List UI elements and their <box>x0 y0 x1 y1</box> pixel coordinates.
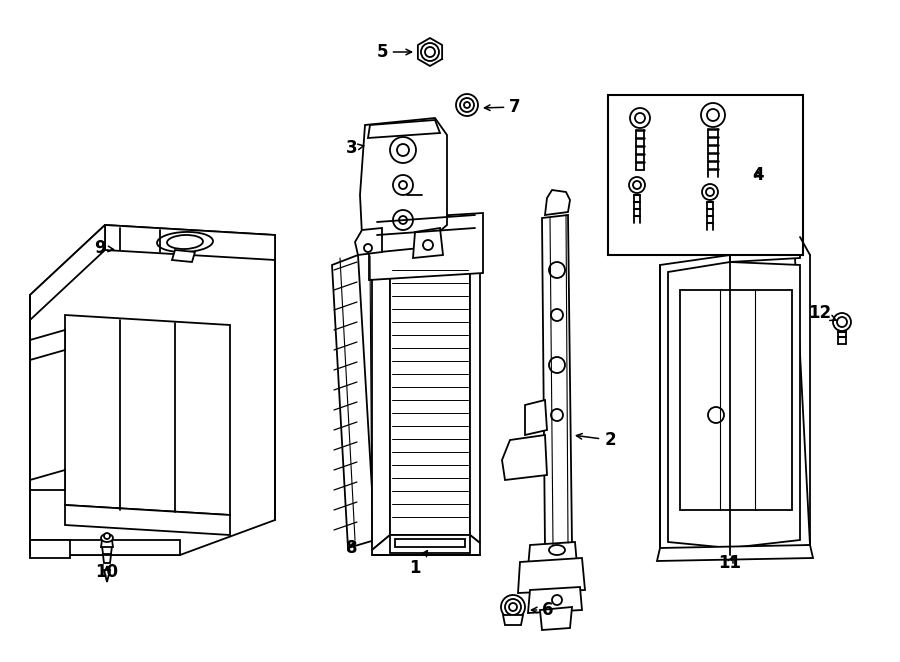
Circle shape <box>390 137 416 163</box>
Bar <box>680 290 792 510</box>
Polygon shape <box>355 228 382 255</box>
Polygon shape <box>502 435 547 480</box>
Polygon shape <box>730 232 800 262</box>
Polygon shape <box>369 213 483 280</box>
Circle shape <box>399 181 407 189</box>
Polygon shape <box>518 558 585 593</box>
Polygon shape <box>30 470 65 490</box>
Polygon shape <box>372 265 390 550</box>
Circle shape <box>509 603 517 611</box>
Circle shape <box>551 409 563 421</box>
Circle shape <box>505 599 521 615</box>
Polygon shape <box>332 255 375 548</box>
Circle shape <box>630 108 650 128</box>
Circle shape <box>393 175 413 195</box>
Circle shape <box>552 595 562 605</box>
Text: 11: 11 <box>718 554 742 572</box>
Circle shape <box>551 309 563 321</box>
Ellipse shape <box>101 534 113 542</box>
Circle shape <box>706 188 714 196</box>
Circle shape <box>423 240 433 250</box>
Text: 1: 1 <box>410 551 427 577</box>
Circle shape <box>837 317 847 327</box>
Polygon shape <box>30 540 180 555</box>
Circle shape <box>425 47 435 57</box>
Polygon shape <box>470 265 480 543</box>
Polygon shape <box>525 400 547 435</box>
Polygon shape <box>528 542 577 568</box>
Bar <box>390 265 470 535</box>
Ellipse shape <box>167 235 203 249</box>
Circle shape <box>501 595 525 619</box>
Polygon shape <box>368 120 440 138</box>
Text: 3: 3 <box>346 139 364 157</box>
Polygon shape <box>30 330 65 360</box>
Polygon shape <box>660 255 810 555</box>
Text: 8: 8 <box>346 539 358 557</box>
Bar <box>395 539 465 547</box>
Bar <box>390 535 470 553</box>
Text: 12: 12 <box>808 304 837 322</box>
Polygon shape <box>103 555 111 563</box>
Polygon shape <box>172 250 195 262</box>
Circle shape <box>549 262 565 278</box>
Text: 9: 9 <box>94 239 113 257</box>
Text: 10: 10 <box>95 563 119 581</box>
Polygon shape <box>30 225 105 320</box>
Polygon shape <box>528 587 582 613</box>
Circle shape <box>399 216 407 224</box>
Circle shape <box>635 113 645 123</box>
Circle shape <box>707 109 719 121</box>
Circle shape <box>833 313 851 331</box>
Ellipse shape <box>157 232 213 252</box>
Polygon shape <box>407 185 425 205</box>
Polygon shape <box>105 225 275 260</box>
Polygon shape <box>102 546 112 554</box>
Polygon shape <box>413 228 443 258</box>
Circle shape <box>549 357 565 373</box>
Circle shape <box>421 43 439 61</box>
Polygon shape <box>540 607 572 630</box>
Text: 7: 7 <box>484 98 521 116</box>
Circle shape <box>629 177 645 193</box>
Circle shape <box>460 98 474 112</box>
Polygon shape <box>372 535 480 555</box>
Polygon shape <box>65 505 230 535</box>
Polygon shape <box>542 215 572 548</box>
Polygon shape <box>657 545 813 561</box>
Polygon shape <box>65 315 230 515</box>
Polygon shape <box>104 570 110 582</box>
Circle shape <box>708 407 724 423</box>
Ellipse shape <box>549 545 565 555</box>
Circle shape <box>104 533 110 539</box>
Polygon shape <box>545 190 570 215</box>
Polygon shape <box>503 615 523 625</box>
Bar <box>608 95 803 255</box>
Text: 4: 4 <box>752 166 764 184</box>
Bar <box>395 223 420 235</box>
Text: 5: 5 <box>376 43 411 61</box>
Polygon shape <box>30 540 70 558</box>
Circle shape <box>633 181 641 189</box>
Polygon shape <box>668 262 800 548</box>
Polygon shape <box>360 118 447 252</box>
Text: 2: 2 <box>576 431 616 449</box>
Circle shape <box>364 244 372 252</box>
Polygon shape <box>30 225 275 555</box>
Circle shape <box>456 94 478 116</box>
Circle shape <box>701 103 725 127</box>
Circle shape <box>393 210 413 230</box>
Circle shape <box>464 102 470 108</box>
Circle shape <box>702 184 718 200</box>
Bar <box>395 207 425 221</box>
Circle shape <box>397 144 409 156</box>
Text: 6: 6 <box>532 601 554 619</box>
Polygon shape <box>101 540 113 547</box>
